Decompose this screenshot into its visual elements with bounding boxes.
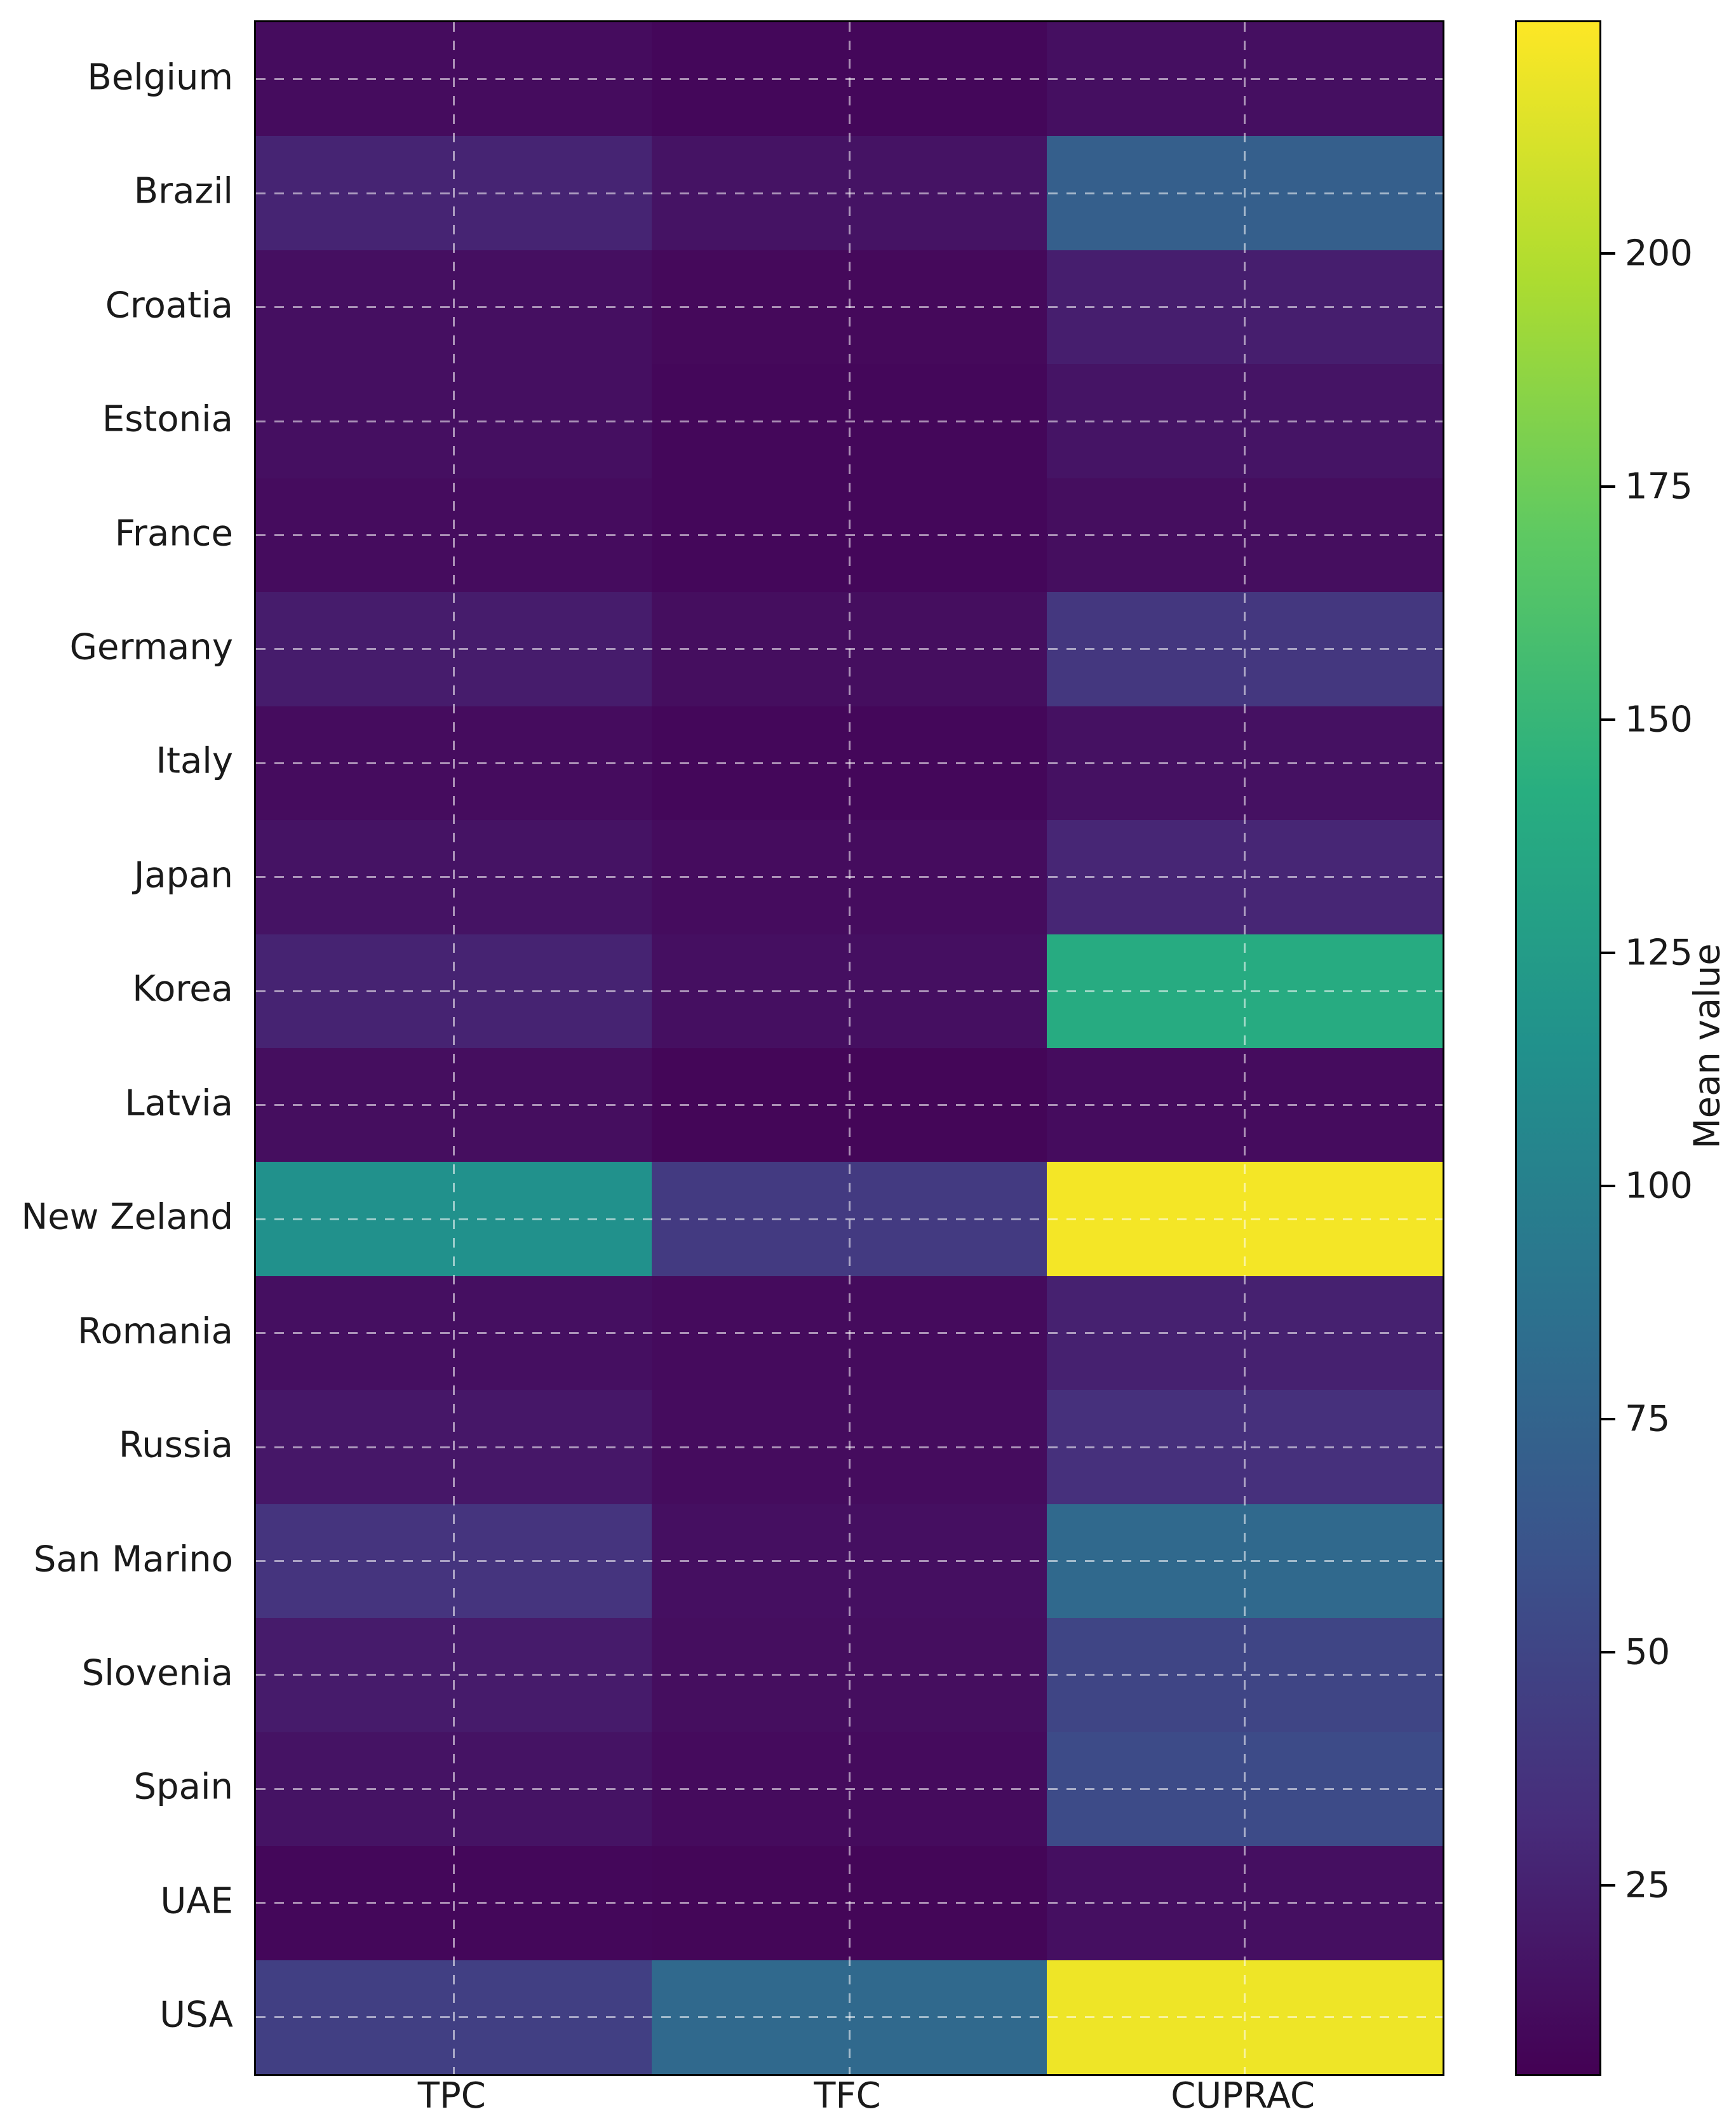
heatmap-cell bbox=[1047, 1960, 1443, 2074]
y-tick-label: Belgium bbox=[87, 57, 233, 98]
colorbar-tick bbox=[1601, 252, 1615, 255]
colorbar-tick-label: 100 bbox=[1625, 1165, 1693, 1207]
heatmap-cell bbox=[651, 1732, 1047, 1847]
heatmap-cell bbox=[1047, 250, 1443, 365]
y-tick-label: Russia bbox=[118, 1424, 233, 1466]
heatmap-cell bbox=[1047, 1846, 1443, 1960]
heatmap-cell bbox=[651, 934, 1047, 1048]
y-tick-label: Korea bbox=[132, 968, 233, 1010]
colorbar-tick-label: 175 bbox=[1625, 466, 1693, 508]
colorbar-tick-label: 50 bbox=[1625, 1631, 1671, 1673]
heatmap-cell bbox=[1047, 136, 1443, 250]
colorbar-gradient bbox=[1517, 22, 1599, 2074]
heatmap-cell bbox=[651, 250, 1047, 365]
colorbar-tick-label: 75 bbox=[1625, 1398, 1671, 1440]
heatmap-cell bbox=[1047, 1162, 1443, 1276]
heatmap-cell bbox=[651, 1504, 1047, 1619]
colorbar-tick-label: 25 bbox=[1625, 1864, 1671, 1906]
heatmap-grid bbox=[256, 22, 1443, 2074]
heatmap-cell bbox=[1047, 1732, 1443, 1847]
colorbar-tick bbox=[1601, 718, 1615, 722]
heatmap-cell bbox=[1047, 1390, 1443, 1504]
heatmap-cell bbox=[256, 1162, 652, 1276]
colorbar bbox=[1515, 20, 1601, 2076]
y-axis: Belgium Brazil Croatia Estonia France Germany… bbox=[0, 20, 245, 2072]
heatmap-plot bbox=[254, 20, 1444, 2076]
heatmap-cell bbox=[651, 1162, 1047, 1276]
y-tick-label: Estonia bbox=[102, 398, 233, 440]
heatmap-cell bbox=[1047, 820, 1443, 934]
y-tick-label: Brazil bbox=[133, 170, 233, 212]
colorbar-tick bbox=[1601, 1884, 1615, 1887]
heatmap-cell bbox=[256, 364, 652, 478]
colorbar-tick bbox=[1601, 952, 1615, 955]
y-tick-label: Romania bbox=[77, 1310, 233, 1352]
heatmap-cell bbox=[256, 22, 652, 137]
heatmap-cell bbox=[256, 934, 652, 1048]
y-tick-label: Slovenia bbox=[81, 1652, 233, 1694]
heatmap-cell bbox=[256, 1846, 652, 1960]
colorbar-label: Mean value bbox=[1686, 943, 1728, 1149]
heatmap-cell bbox=[256, 478, 652, 593]
heatmap-cell bbox=[1047, 22, 1443, 137]
heatmap-cell bbox=[651, 706, 1047, 821]
colorbar-tick bbox=[1601, 1418, 1615, 1421]
heatmap-cell bbox=[651, 592, 1047, 706]
heatmap-cell bbox=[651, 22, 1047, 137]
heatmap-cell bbox=[651, 1618, 1047, 1732]
heatmap-cell bbox=[256, 250, 652, 365]
heatmap-cell bbox=[256, 1504, 652, 1619]
heatmap-cell bbox=[256, 820, 652, 934]
heatmap-cell bbox=[651, 1047, 1047, 1162]
y-tick-label: Latvia bbox=[124, 1082, 234, 1124]
y-tick-label: France bbox=[114, 513, 233, 554]
colorbar-tick bbox=[1601, 1185, 1615, 1188]
y-tick-label: New Zeland bbox=[21, 1196, 233, 1238]
heatmap-cell bbox=[256, 1390, 652, 1504]
heatmap-cell bbox=[651, 364, 1047, 478]
heatmap-cell bbox=[1047, 1618, 1443, 1732]
heatmap-cell bbox=[1047, 364, 1443, 478]
heatmap-cell bbox=[256, 136, 652, 250]
x-axis: TPC TFC CUPRAC bbox=[254, 2078, 1441, 2119]
heatmap-cell bbox=[651, 1960, 1047, 2074]
y-tick-label: Germany bbox=[69, 626, 233, 668]
y-tick-label: USA bbox=[159, 1994, 233, 2036]
heatmap-cell bbox=[1047, 592, 1443, 706]
heatmap-cell bbox=[256, 592, 652, 706]
y-tick-label: San Marino bbox=[33, 1539, 233, 1580]
y-tick-label: Italy bbox=[156, 740, 234, 782]
colorbar-tick bbox=[1601, 1651, 1615, 1654]
x-tick-label: TPC bbox=[417, 2075, 486, 2117]
colorbar-tick-label: 125 bbox=[1625, 932, 1693, 974]
colorbar-tick-label: 200 bbox=[1625, 232, 1693, 274]
heatmap-cell bbox=[256, 706, 652, 821]
heatmap-cell bbox=[1047, 1047, 1443, 1162]
y-tick-label: Croatia bbox=[105, 285, 233, 327]
x-tick-label: TFC bbox=[814, 2075, 881, 2117]
heatmap-cell bbox=[256, 1276, 652, 1390]
heatmap-cell bbox=[651, 820, 1047, 934]
colorbar-tick bbox=[1601, 485, 1615, 488]
y-tick-label: UAE bbox=[160, 1880, 233, 1922]
heatmap-cell bbox=[256, 1047, 652, 1162]
heatmap-cell bbox=[1047, 706, 1443, 821]
heatmap-cell bbox=[651, 1846, 1047, 1960]
heatmap-cell bbox=[651, 478, 1047, 593]
heatmap-cell bbox=[1047, 1276, 1443, 1390]
x-tick-label: CUPRAC bbox=[1171, 2075, 1315, 2117]
heatmap-cell bbox=[1047, 478, 1443, 593]
y-tick-label: Spain bbox=[133, 1766, 233, 1808]
heatmap-cell bbox=[651, 1390, 1047, 1504]
heatmap-cell bbox=[651, 136, 1047, 250]
heatmap-cell bbox=[1047, 1504, 1443, 1619]
heatmap-cell bbox=[651, 1276, 1047, 1390]
y-tick-label: Japan bbox=[133, 854, 233, 896]
colorbar-tick-label: 150 bbox=[1625, 699, 1693, 741]
heatmap-cell bbox=[256, 1618, 652, 1732]
heatmap-cell bbox=[256, 1732, 652, 1847]
heatmap-cell bbox=[1047, 934, 1443, 1048]
heatmap-cell bbox=[256, 1960, 652, 2074]
